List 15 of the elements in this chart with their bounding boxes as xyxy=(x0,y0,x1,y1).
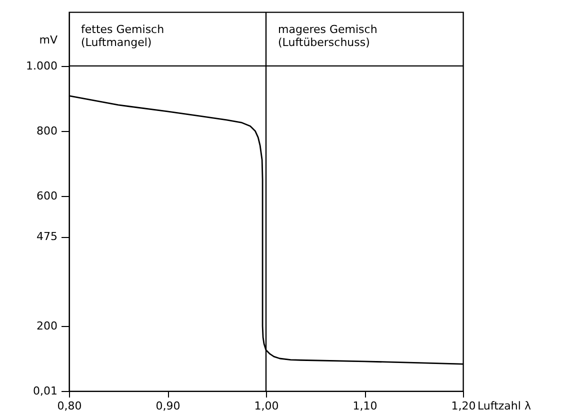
annotation: mageres Gemisch (Luftüberschuss) xyxy=(278,23,378,49)
y-tick-label: 800 xyxy=(36,124,58,138)
y-tick-label: 600 xyxy=(36,189,58,202)
x-tick-label: 1,20 xyxy=(451,400,476,412)
x-axis-title: Luftzahl λ xyxy=(478,400,532,412)
x-tick-label: 0,80 xyxy=(57,400,82,412)
x-tick-label: 1,10 xyxy=(352,400,378,412)
x-tick-label: 1,00 xyxy=(254,400,279,412)
y-tick-label: 475 xyxy=(36,230,58,244)
x-tick-label: 0,90 xyxy=(156,400,180,412)
y-tick-label: 200 xyxy=(36,319,58,332)
y-tick-label: 1.000 xyxy=(26,59,58,72)
annotation: fettes Gemisch (Luftmangel) xyxy=(81,23,164,49)
y-axis-title: mV xyxy=(39,33,58,46)
y-tick-label: 0,01 xyxy=(33,384,58,398)
